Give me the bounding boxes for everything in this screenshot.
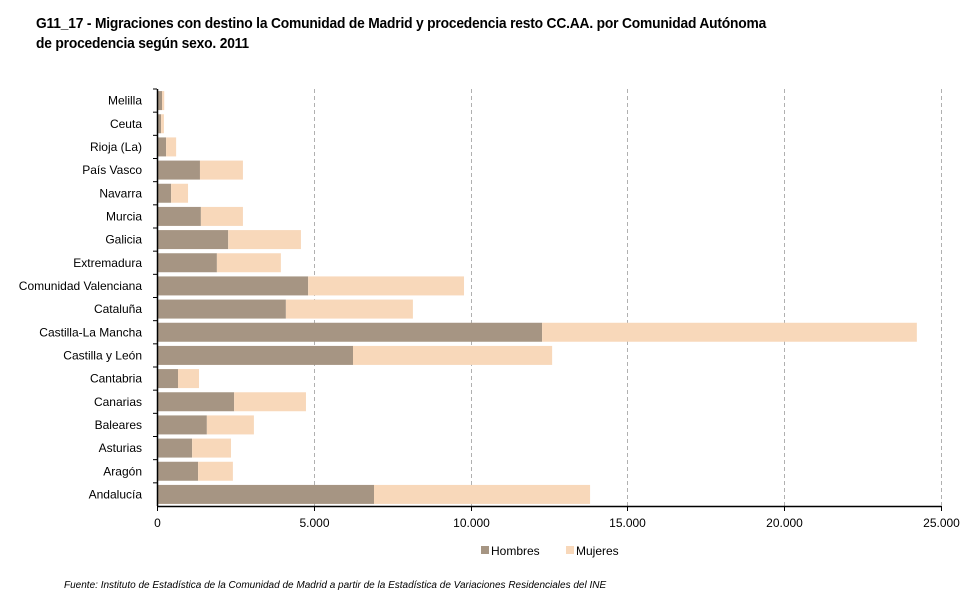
category-label: Extremadura bbox=[73, 256, 142, 270]
bar-hombres bbox=[157, 369, 179, 389]
category-label: Aragón bbox=[103, 464, 142, 478]
bar-hombres bbox=[157, 345, 353, 365]
legend-label-hombres: Hombres bbox=[491, 544, 540, 558]
bar-mujeres bbox=[542, 322, 917, 342]
bar-hombres bbox=[157, 160, 200, 180]
x-tick-label: 5.000 bbox=[299, 516, 329, 530]
x-tick-label: 10.000 bbox=[453, 516, 490, 530]
bar-hombres bbox=[157, 183, 172, 203]
chart-title-line1: G11_17 - Migraciones con destino la Comu… bbox=[36, 15, 767, 32]
category-label: Murcia bbox=[106, 209, 142, 223]
category-label: Comunidad Valenciana bbox=[19, 279, 143, 293]
bar-hombres bbox=[157, 299, 286, 319]
bar-mujeres bbox=[206, 415, 254, 435]
category-label: Cataluña bbox=[94, 302, 142, 316]
bar-mujeres bbox=[162, 91, 165, 111]
category-label: Ceuta bbox=[110, 117, 142, 131]
bar-hombres bbox=[157, 253, 217, 273]
legend: Hombres Mujeres bbox=[481, 544, 619, 558]
bar-hombres bbox=[157, 392, 235, 412]
category-label: Andalucía bbox=[89, 487, 143, 501]
category-label: Cantabria bbox=[90, 372, 142, 386]
bar-hombres bbox=[157, 137, 167, 157]
bar-mujeres bbox=[374, 484, 591, 504]
category-label: País Vasco bbox=[82, 163, 142, 177]
category-label: Castilla y León bbox=[63, 348, 142, 362]
chart-title-line2: de procedencia según sexo. 2011 bbox=[36, 35, 249, 52]
bar-mujeres bbox=[308, 276, 465, 296]
category-label: Castilla-La Mancha bbox=[39, 325, 142, 339]
bar-mujeres bbox=[192, 438, 232, 458]
bar-hombres bbox=[157, 91, 163, 111]
bar-hombres bbox=[157, 114, 162, 134]
category-label: Baleares bbox=[95, 418, 142, 432]
category-label: Melilla bbox=[108, 94, 142, 108]
bar-hombres bbox=[157, 484, 375, 504]
bar-mujeres bbox=[171, 183, 189, 203]
gridlines bbox=[314, 89, 942, 506]
axes bbox=[153, 88, 942, 511]
bars bbox=[157, 91, 917, 504]
legend-label-mujeres: Mujeres bbox=[576, 544, 619, 558]
bar-mujeres bbox=[161, 114, 164, 134]
bar-hombres bbox=[157, 206, 201, 226]
category-label: Canarias bbox=[94, 395, 142, 409]
legend-swatch-hombres bbox=[481, 546, 489, 554]
bar-mujeres bbox=[353, 345, 553, 365]
bar-mujeres bbox=[199, 160, 243, 180]
x-tick-label: 15.000 bbox=[609, 516, 646, 530]
category-label: Galicia bbox=[105, 233, 142, 247]
chart-title: G11_17 - Migraciones con destino la Comu… bbox=[36, 14, 766, 54]
bar-hombres bbox=[157, 461, 199, 481]
bar-mujeres bbox=[234, 392, 306, 412]
category-label: Rioja (La) bbox=[90, 140, 142, 154]
source-note: Fuente: Instituto de Estadística de la C… bbox=[64, 580, 607, 591]
bar-mujeres bbox=[200, 206, 243, 226]
bar-mujeres bbox=[166, 137, 177, 157]
bar-mujeres bbox=[228, 230, 301, 250]
category-label: Asturias bbox=[99, 441, 142, 455]
category-labels: Melilla Ceuta Rioja (La) País Vasco Navarra M… bbox=[19, 94, 143, 502]
bar-hombres bbox=[157, 322, 543, 342]
x-tick-label: 25.000 bbox=[923, 516, 960, 530]
bar-mujeres bbox=[216, 253, 281, 273]
category-label: Navarra bbox=[99, 186, 142, 200]
x-tick-label: 20.000 bbox=[766, 516, 803, 530]
bar-hombres bbox=[157, 276, 309, 296]
tick-labels: 0 5.000 10.000 15.000 20.000 25.000 bbox=[154, 516, 960, 530]
x-tick-label: 0 bbox=[154, 516, 161, 530]
bar-mujeres bbox=[198, 461, 233, 481]
bar-hombres bbox=[157, 230, 229, 250]
bar-hombres bbox=[157, 415, 207, 435]
bar-mujeres bbox=[178, 369, 200, 389]
bar-hombres bbox=[157, 438, 193, 458]
bar-mujeres bbox=[285, 299, 413, 319]
legend-swatch-mujeres bbox=[566, 546, 574, 554]
